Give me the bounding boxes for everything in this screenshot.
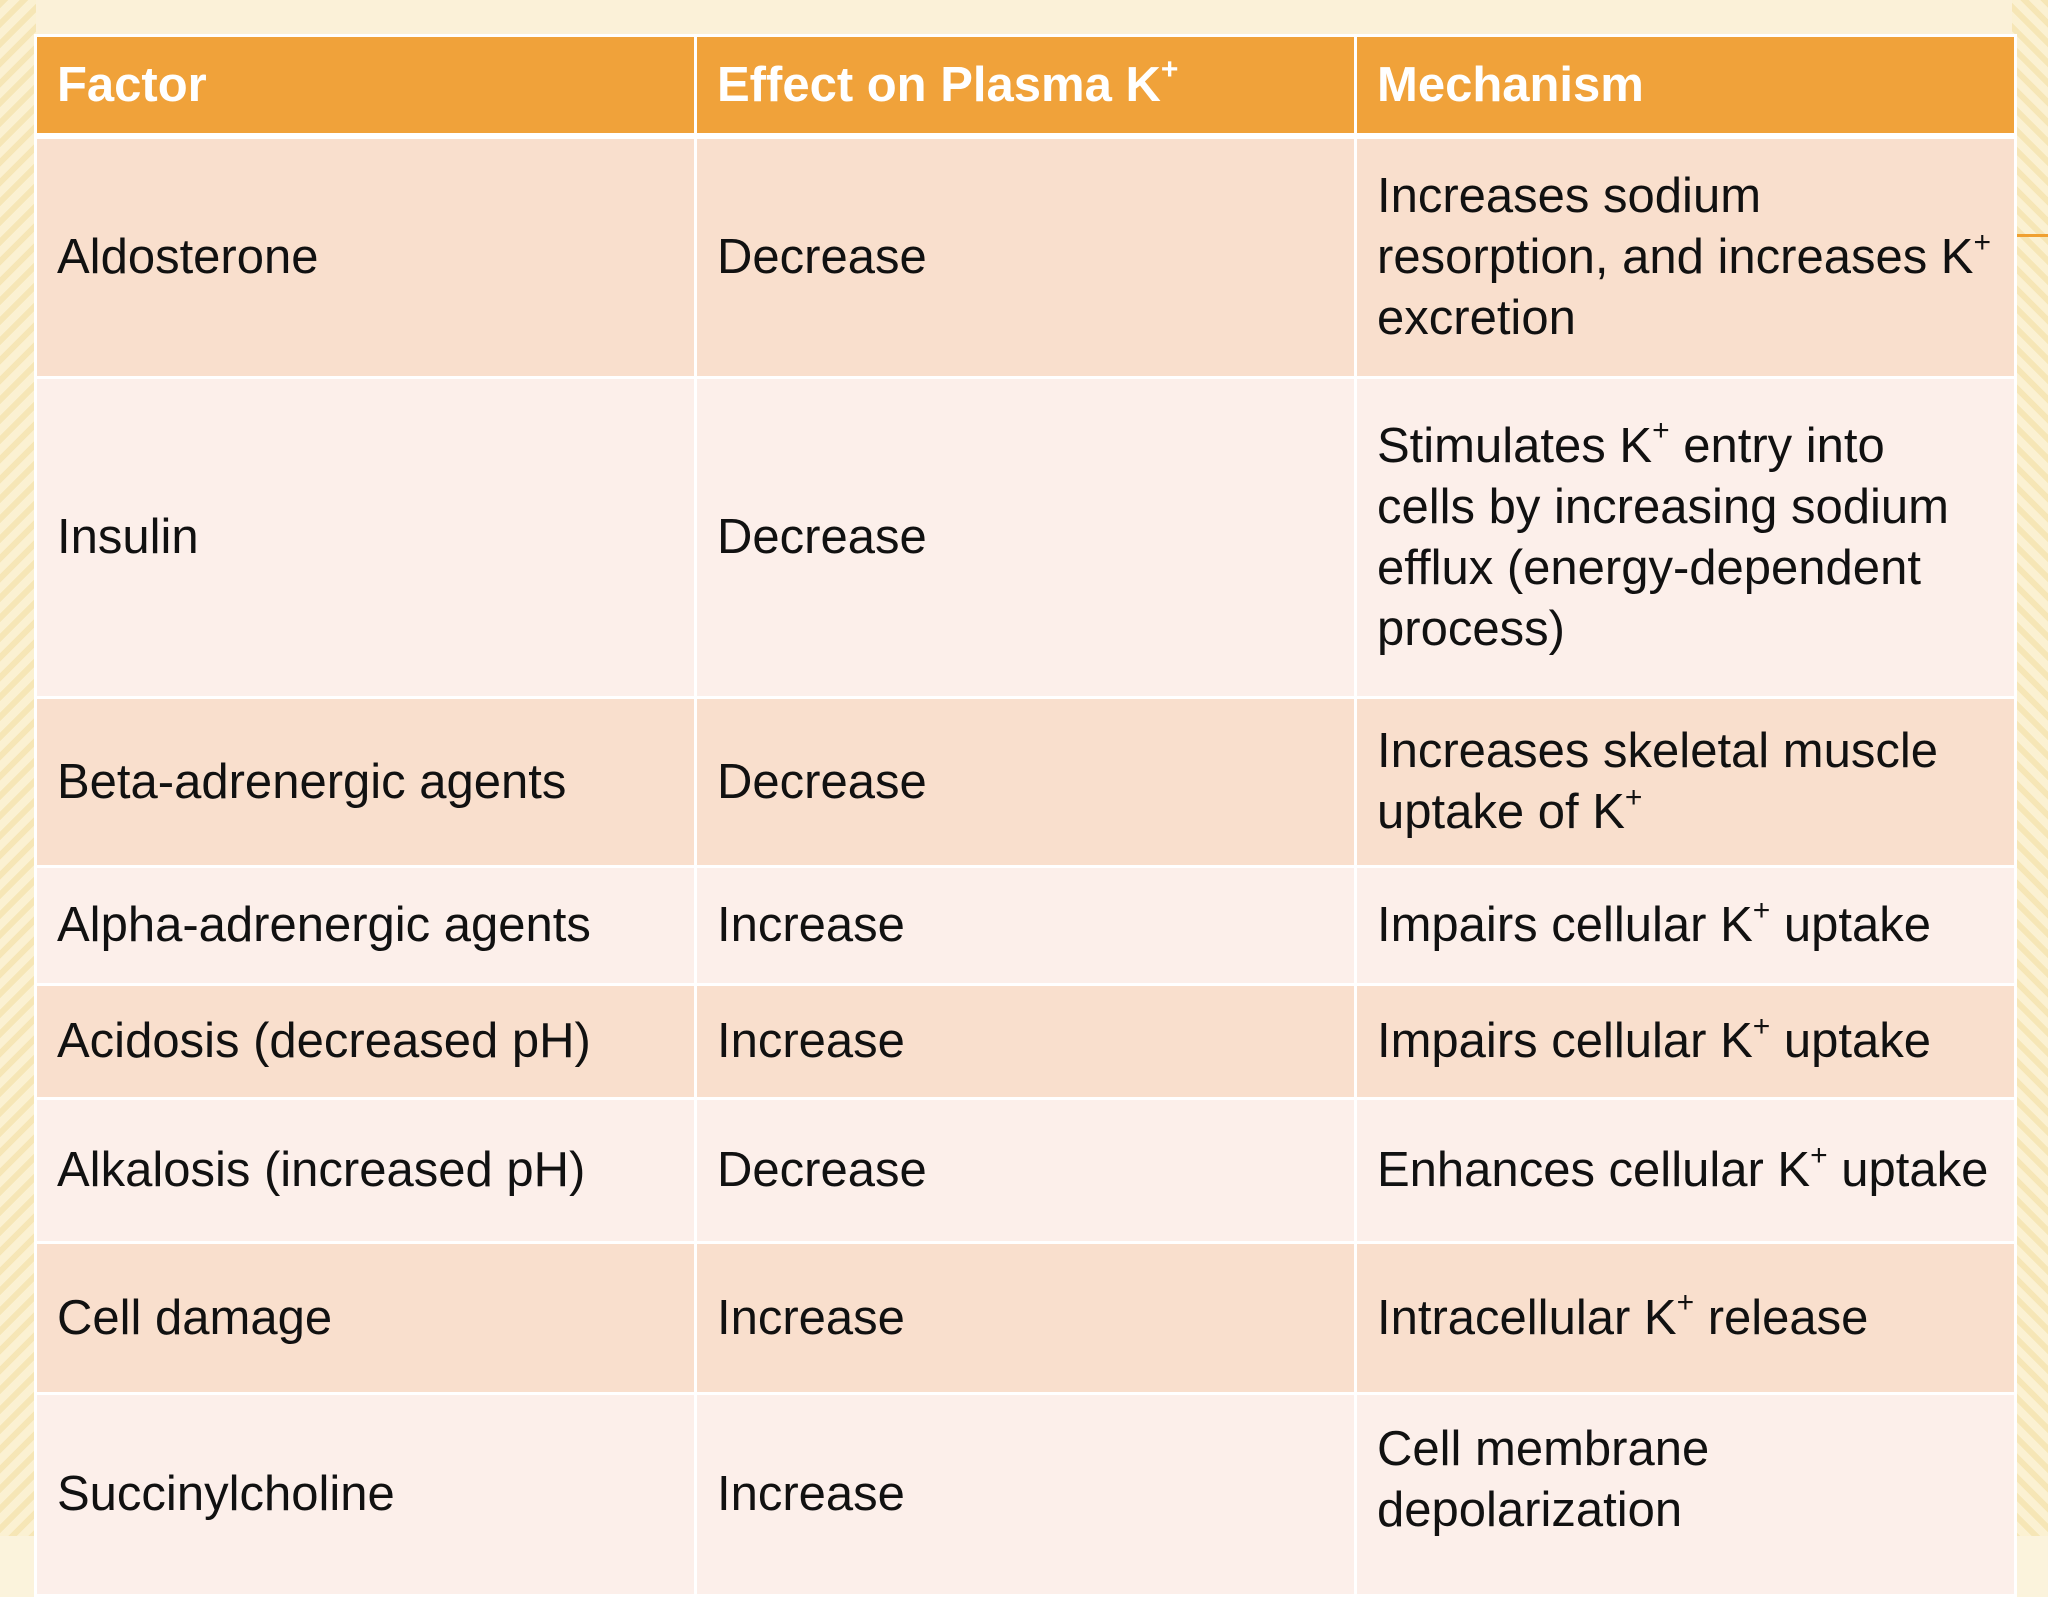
table-row: Alkalosis (increased pH) Decrease Enhanc…: [34, 1097, 2017, 1244]
slide-left-stripes: [0, 0, 36, 1536]
cell-mechanism: Increases skeletal muscle uptake of K+: [1354, 696, 2017, 868]
cell-factor: Alkalosis (increased pH): [34, 1097, 697, 1244]
cell-mechanism: Impairs cellular K+ uptake: [1354, 983, 2017, 1100]
slide-top-band: [0, 0, 2048, 34]
mechanism-superscript: +: [1676, 1286, 1695, 1320]
mechanism-superscript: +: [1973, 225, 1992, 259]
cell-factor: Insulin: [34, 376, 697, 699]
mechanism-text: Enhances cellular K: [1377, 1143, 1811, 1197]
cell-effect: Increase: [694, 1392, 1357, 1597]
data-table: Factor Effect on Plasma K+ Mechanism Ald…: [34, 34, 2017, 1597]
cell-effect: Decrease: [694, 696, 1357, 868]
mechanism-text: Cell membrane depolarization: [1377, 1422, 1710, 1537]
mechanism-tail: uptake: [1770, 1014, 1932, 1068]
cell-mechanism: Enhances cellular K+ uptake: [1354, 1097, 2017, 1244]
mechanism-text: Increases sodium resorption, and increas…: [1377, 169, 1974, 284]
slide-right-stripes: [2012, 0, 2048, 1536]
table-header-row: Factor Effect on Plasma K+ Mechanism: [34, 34, 2017, 139]
mechanism-tail: uptake: [1827, 1143, 1989, 1197]
header-effect: Effect on Plasma K+: [694, 34, 1357, 139]
cell-effect: Decrease: [694, 1097, 1357, 1244]
mechanism-tail: uptake: [1770, 898, 1932, 952]
header-effect-superscript: +: [1160, 53, 1179, 87]
table-row: Alpha-adrenergic agents Increase Impairs…: [34, 865, 2017, 986]
cell-factor: Alpha-adrenergic agents: [34, 865, 697, 986]
mechanism-text: Stimulates K: [1377, 418, 1653, 473]
mechanism-text: Impairs cellular K: [1377, 898, 1753, 952]
mechanism-tail: release: [1694, 1290, 1869, 1345]
mechanism-tail: excretion: [1377, 291, 1576, 345]
mechanism-text: Intracellular K: [1377, 1290, 1677, 1345]
mechanism-text: Impairs cellular K: [1377, 1014, 1753, 1068]
cell-effect: Decrease: [694, 134, 1357, 379]
cell-effect: Increase: [694, 983, 1357, 1100]
mechanism-superscript: +: [1752, 1009, 1771, 1043]
cell-factor: Beta-adrenergic agents: [34, 696, 697, 868]
header-factor: Factor: [34, 34, 697, 139]
table-row: Succinylcholine Increase Cell membrane d…: [34, 1392, 2017, 1597]
mechanism-superscript: +: [1652, 414, 1670, 448]
cell-mechanism: Intracellular K+ release: [1354, 1241, 2017, 1395]
cell-effect: Increase: [694, 865, 1357, 986]
cell-effect: Increase: [694, 1241, 1357, 1395]
cell-factor: Acidosis (decreased pH): [34, 983, 697, 1100]
cell-factor: Aldosterone: [34, 134, 697, 379]
table-row: Insulin Decrease Stimulates K+ entry int…: [34, 376, 2017, 699]
header-mechanism: Mechanism: [1354, 34, 2017, 139]
cell-mechanism: Impairs cellular K+ uptake: [1354, 865, 2017, 986]
table-row: Beta-adrenergic agents Decrease Increase…: [34, 696, 2017, 868]
table-row: Aldosterone Decrease Increases sodium re…: [34, 134, 2017, 379]
slide-accent-line: [2016, 234, 2048, 237]
header-effect-label: Effect on Plasma K: [717, 57, 1161, 112]
mechanism-superscript: +: [1752, 893, 1771, 927]
table-row: Cell damage Increase Intracellular K+ re…: [34, 1241, 2017, 1395]
mechanism-text: Increases skeletal muscle uptake of K: [1377, 724, 1939, 839]
cell-factor: Cell damage: [34, 1241, 697, 1395]
cell-mechanism: Cell membrane depolarization: [1354, 1392, 2017, 1597]
mechanism-superscript: +: [1624, 780, 1643, 814]
table-row: Acidosis (decreased pH) Increase Impairs…: [34, 983, 2017, 1100]
mechanism-tail: entry into cells by increasing sodium ef…: [1377, 418, 1949, 656]
mechanism-superscript: +: [1810, 1138, 1828, 1172]
cell-factor: Succinylcholine: [34, 1392, 697, 1597]
cell-mechanism: Stimulates K+ entry into cells by increa…: [1354, 376, 2017, 699]
cell-effect: Decrease: [694, 376, 1357, 699]
potassium-factors-table: Factor Effect on Plasma K+ Mechanism Ald…: [34, 34, 2017, 1597]
cell-mechanism: Increases sodium resorption, and increas…: [1354, 134, 2017, 379]
